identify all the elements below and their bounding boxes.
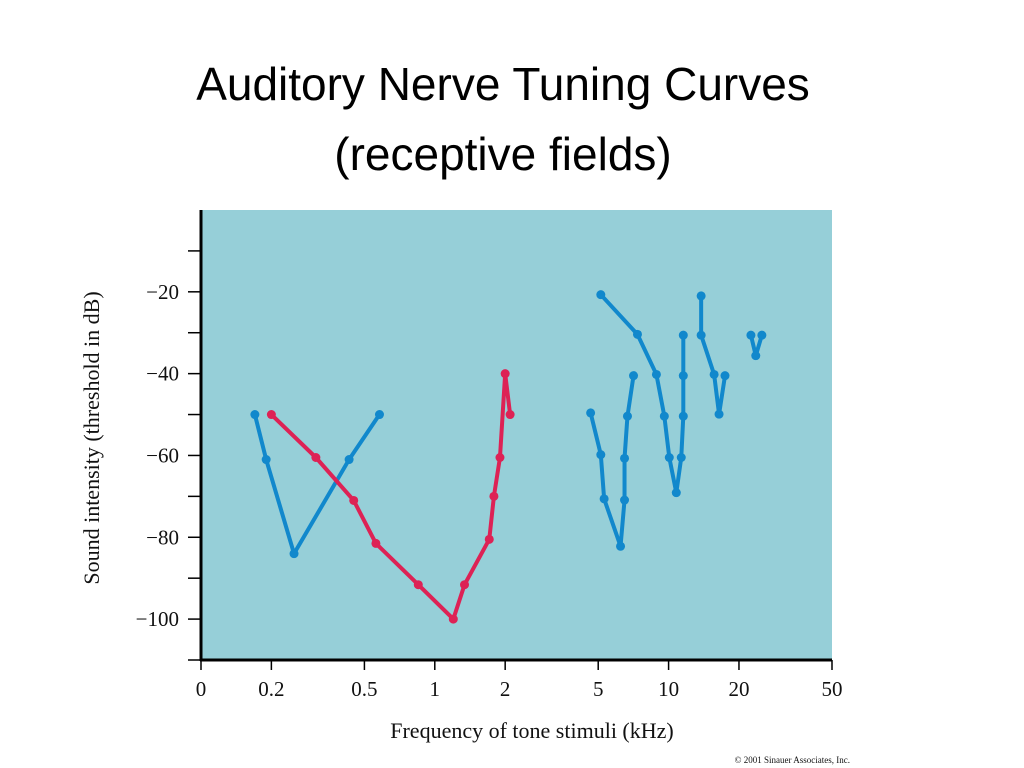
tuning-curve [599,293,686,495]
data-point [620,495,630,505]
data-point [413,580,423,590]
y-axis-label: Sound intensity (threshold in dB) [79,291,104,584]
tuning-curve [588,375,636,549]
y-tick-label: −60 [146,443,179,467]
data-point [751,351,761,361]
data-point [596,290,606,300]
data-point [746,330,756,340]
y-tick-label: −100 [136,607,179,631]
data-point [500,369,510,379]
x-tick-label: 0.2 [258,677,284,701]
plot-background [201,210,832,660]
data-point [678,371,688,381]
data-point [261,455,271,465]
chart-title: Auditory Nerve Tuning Curves [196,58,810,110]
credit: © 2001 Sinauer Associates, Inc. [735,755,850,765]
data-point [344,455,354,465]
x-tick-label: 10 [658,677,679,701]
data-point [664,453,674,462]
x-tick-label: 50 [822,677,843,701]
data-point [714,409,724,419]
data-point [599,494,609,504]
data-point [484,534,494,544]
data-point [622,411,632,421]
data-point [460,580,470,590]
data-point [651,369,661,379]
data-point [505,410,515,420]
data-point [632,329,642,339]
data-point [757,330,767,340]
data-point [696,291,706,301]
data-point [349,495,359,505]
data-point [620,453,630,463]
data-point [266,410,276,420]
x-tick-label: 0.5 [351,677,377,701]
x-tick-label: 2 [500,677,511,701]
data-point [289,549,299,559]
chart-subtitle: (receptive fields) [334,128,671,180]
data-point [696,330,706,340]
data-point [676,453,686,462]
data-point [489,491,499,501]
data-point [678,411,688,421]
x-tick-label: 20 [728,677,749,701]
data-point [586,408,596,418]
data-point [709,369,719,379]
y-tick-label: −40 [146,362,179,386]
data-point [374,410,384,420]
data-point [250,410,260,420]
data-point [616,541,626,551]
data-point [629,371,639,381]
data-point [371,538,381,548]
data-point [311,453,321,462]
x-axis-label: Frequency of tone stimuli (kHz) [390,718,674,743]
data-point [659,411,669,421]
data-point [720,371,730,381]
data-point [678,330,688,340]
y-tick-label: −80 [146,525,179,549]
data-point [448,614,458,624]
x-tick-label: 0 [196,677,207,701]
x-tick-label: 5 [593,677,604,701]
data-point [596,450,606,460]
tuning-curve [269,371,513,622]
data-point [495,453,505,462]
x-tick-label: 1 [430,677,441,701]
data-point [671,488,681,498]
y-tick-label: −20 [146,280,179,304]
